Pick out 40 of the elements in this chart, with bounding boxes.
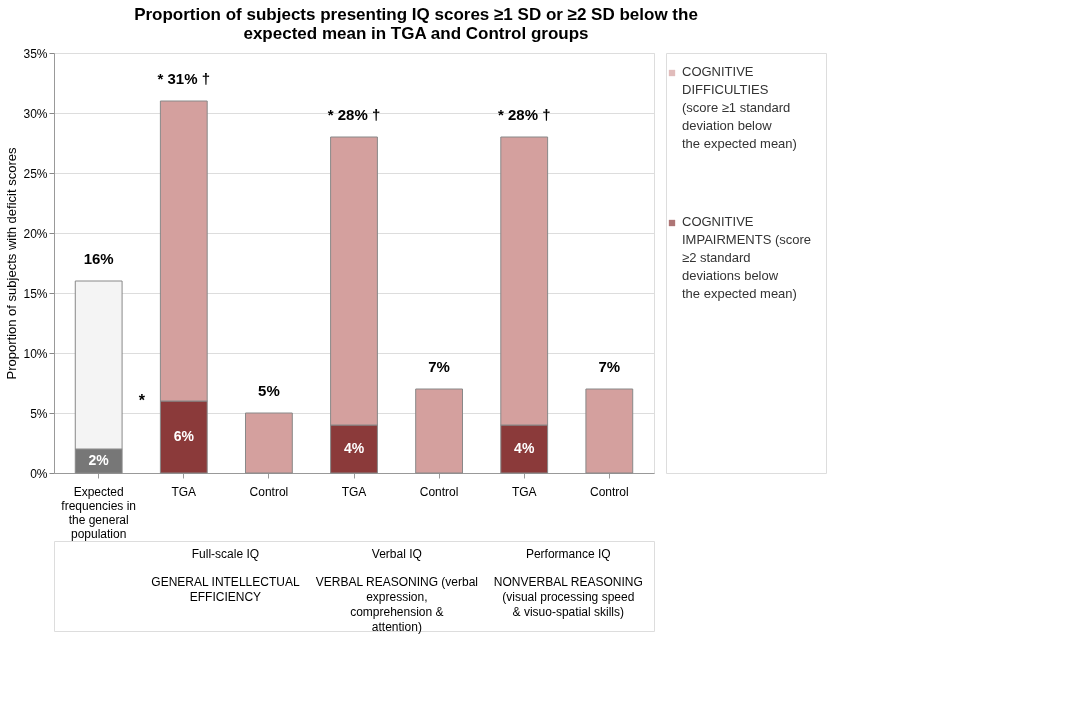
data-label: 4% [343,440,365,456]
bar [415,388,464,474]
y-tick-label: 5% [30,406,48,421]
text: Performance IQ [525,547,611,561]
text: GENERAL INTELLECTUAL EFFICIENCY [151,575,300,604]
x-tick-label: TGA [171,484,197,499]
x-tick-label: TGA [511,484,537,499]
legend-label: COGNITIVE IMPAIRMENTS (score ≥2 standard deviations below the expected mean) [682,214,812,301]
total-label: 7% [598,358,621,375]
legend-label: COGNITIVE DIFFICULTIES (score ≥1 standard deviation below the expected mean) [682,64,797,151]
total-label: * 31% † [157,70,211,87]
total-label: 5% [258,382,280,399]
total-label: 7% [428,358,450,375]
y-tick-label: 0% [30,466,48,481]
x-tick-label: Expected frequencies in the general population [61,484,137,541]
data-label: 2% [88,452,110,468]
y-tick-label: 35% [23,46,48,61]
y-tick-label: 10% [23,346,48,361]
total-label: * 28% † [327,106,381,123]
y-tick-label: 25% [23,166,48,181]
x-tick-label: Control [589,484,629,499]
annotation: * [138,392,146,409]
chart-title: Proportion of subjects presenting IQ scores ≥1 SD or ≥2 SD below the expected mean in TGA and Control groups [134,4,698,43]
bar [585,388,634,474]
y-axis-title: Proportion of subjects with deficit scores [4,147,20,380]
data-label: 4% [514,440,535,456]
total-label: * 28% † [497,106,551,123]
y-tick-label: 15% [23,286,48,301]
text: Full-scale IQ [191,547,260,561]
x-tick-label: Control [249,484,289,499]
total-label: 16% [83,250,114,267]
y-tick-label: 20% [23,226,48,241]
text: NONVERBAL REASONING (visual processing speed & visuo-spatial skills) [493,575,643,619]
text: VERBAL REASONING (verbal expression, comprehension & attention) [315,575,478,634]
text: Verbal IQ [371,547,422,561]
y-tick-label: 30% [23,106,48,121]
x-tick-label: TGA [341,484,367,499]
x-tick-label: Control [419,484,459,499]
bar [244,412,293,474]
data-label: 6% [173,428,195,444]
